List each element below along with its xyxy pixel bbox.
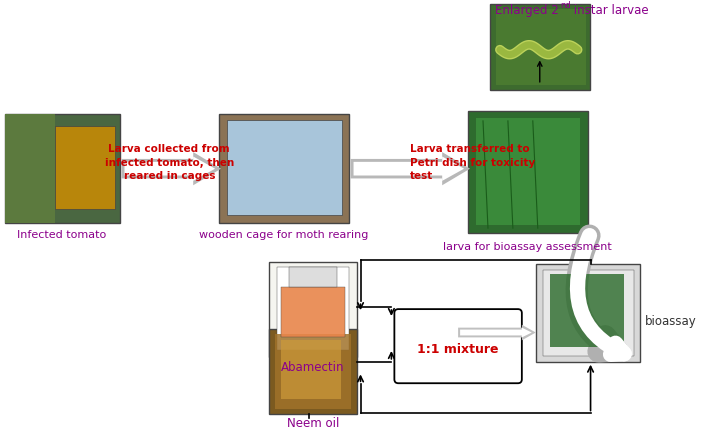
Polygon shape	[351, 153, 470, 186]
Text: Abamectin: Abamectin	[281, 360, 344, 373]
Text: Neem oil: Neem oil	[287, 416, 339, 430]
FancyArrowPatch shape	[577, 236, 624, 355]
Bar	[496, 10, 586, 86]
Text: bioassay: bioassay	[646, 315, 697, 328]
FancyArrowPatch shape	[577, 236, 617, 352]
Bar	[55, 126, 114, 209]
Bar	[219, 115, 348, 224]
Bar	[476, 119, 579, 226]
Bar	[542, 270, 634, 356]
Bar	[281, 287, 345, 338]
Bar	[227, 121, 341, 216]
Bar	[550, 274, 624, 347]
Polygon shape	[353, 157, 464, 181]
Bar	[269, 263, 356, 357]
Text: Enlarged 2: Enlarged 2	[495, 4, 559, 17]
Bar	[281, 341, 341, 399]
Polygon shape	[122, 153, 221, 186]
Polygon shape	[124, 157, 215, 181]
Text: larva for bioassay assessment: larva for bioassay assessment	[444, 241, 612, 251]
Text: instar larvae: instar larvae	[570, 4, 648, 17]
Bar	[277, 267, 348, 350]
Bar	[5, 115, 55, 224]
Polygon shape	[460, 328, 532, 338]
Bar	[536, 264, 641, 362]
Text: Larva transferred to
Petri dish for toxicity
test: Larva transferred to Petri dish for toxi…	[410, 144, 535, 180]
Text: nd: nd	[561, 1, 572, 10]
Bar	[289, 267, 336, 287]
Bar	[269, 329, 356, 415]
Text: wooden cage for moth rearing: wooden cage for moth rearing	[199, 230, 368, 240]
Bar	[490, 5, 589, 90]
Bar	[468, 112, 587, 233]
Text: Larva collected from
infected tomato, then
reared in cages: Larva collected from infected tomato, th…	[105, 144, 234, 180]
Bar	[275, 335, 351, 408]
Bar	[5, 115, 119, 224]
Polygon shape	[458, 325, 536, 341]
Text: Infected tomato: Infected tomato	[17, 230, 107, 240]
FancyBboxPatch shape	[395, 310, 522, 383]
Text: 1:1 mixture: 1:1 mixture	[417, 342, 499, 355]
